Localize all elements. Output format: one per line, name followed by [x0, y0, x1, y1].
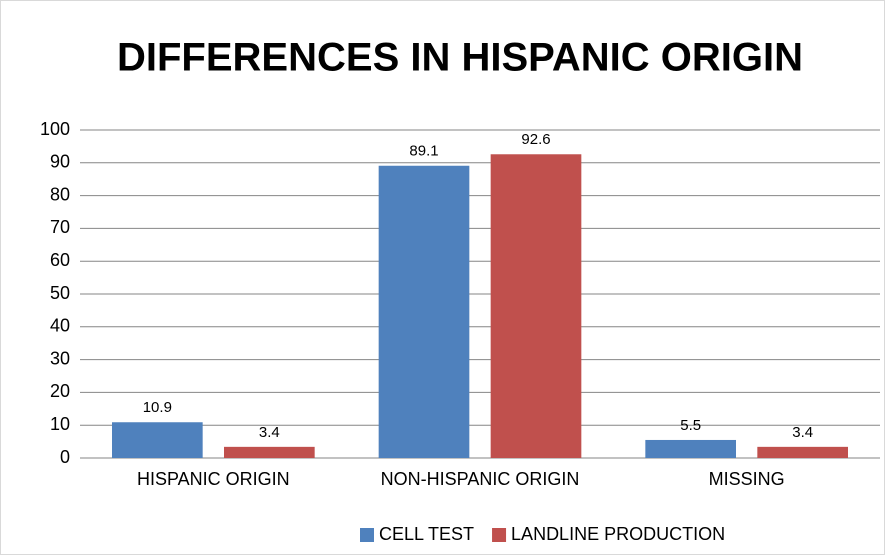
- y-tick-label: 30: [50, 348, 70, 368]
- data-label: 92.6: [521, 131, 550, 148]
- x-tick-label: NON-HISPANIC ORIGIN: [381, 469, 580, 489]
- y-tick-label: 50: [50, 283, 70, 303]
- data-label: 89.1: [409, 143, 438, 160]
- chart-title: DIFFERENCES IN HISPANIC ORIGIN: [117, 36, 803, 80]
- legend-label: CELL TEST: [379, 524, 474, 544]
- bar: [490, 154, 582, 458]
- x-tick-label: HISPANIC ORIGIN: [137, 469, 290, 489]
- data-label: 10.9: [143, 399, 172, 416]
- data-label: 3.4: [792, 424, 813, 441]
- bar: [757, 446, 848, 458]
- y-tick-label: 60: [50, 250, 70, 270]
- y-tick-label: 70: [50, 217, 70, 237]
- bar: [224, 446, 315, 458]
- bar: [112, 422, 203, 458]
- y-tick-label: 90: [50, 152, 70, 172]
- bar: [378, 165, 470, 458]
- data-label: 5.5: [680, 417, 701, 434]
- bar: [645, 439, 736, 458]
- legend-swatch: [492, 528, 507, 542]
- y-tick-label: 100: [40, 119, 70, 139]
- y-tick-label: 0: [60, 447, 70, 467]
- legend-label: LANDLINE PRODUCTION: [511, 524, 725, 544]
- legend-swatch: [360, 528, 374, 542]
- y-tick-label: 20: [50, 381, 70, 401]
- data-label: 3.4: [259, 424, 280, 441]
- y-tick-label: 80: [50, 184, 70, 204]
- y-tick-label: 40: [50, 316, 70, 336]
- y-tick-label: 10: [50, 414, 70, 434]
- x-tick-label: MISSING: [709, 469, 785, 489]
